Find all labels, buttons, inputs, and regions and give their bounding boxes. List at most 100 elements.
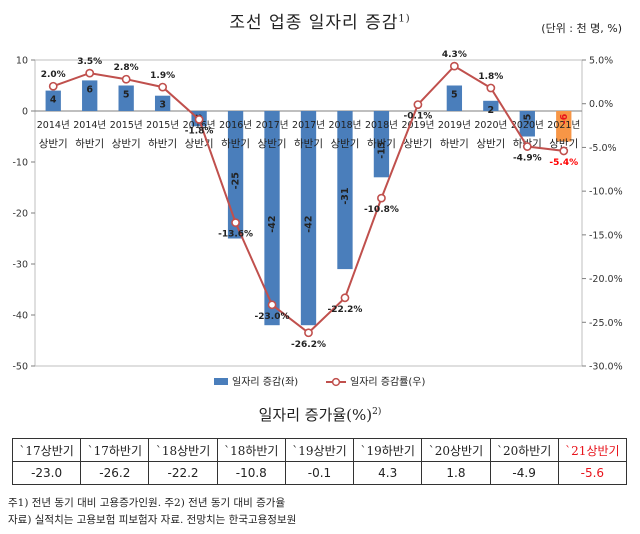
legend-label-line: 일자리 증감률(우) bbox=[350, 376, 425, 388]
bar-value-label: -42 bbox=[267, 216, 278, 233]
left-axis-tick-label: -50 bbox=[12, 362, 28, 373]
line-point bbox=[304, 328, 313, 338]
line-point bbox=[559, 146, 569, 156]
bar bbox=[264, 111, 280, 326]
line-point bbox=[449, 61, 459, 71]
category-label-half: 상반기 bbox=[39, 138, 68, 150]
bar-value-label: -42 bbox=[304, 216, 315, 233]
line-point bbox=[85, 68, 95, 78]
line-point bbox=[48, 81, 58, 91]
category-label-year: 2015년 bbox=[110, 120, 143, 131]
bar-value-label: 6 bbox=[86, 84, 93, 95]
line-point bbox=[522, 142, 532, 151]
table-value-row: -23.0 -26.2 -22.2 -10.8 -0.1 4.3 1.8 -4.… bbox=[11, 461, 628, 485]
footnotes: 주1) 전년 동기 대비 고용증가인원. 주2) 전년 동기 대비 증가율 자료… bbox=[8, 495, 296, 529]
left-axis-tick-label: 10 bbox=[16, 56, 28, 67]
footnote-line: 주1) 전년 동기 대비 고용증가인원. 주2) 전년 동기 대비 증가율 bbox=[8, 497, 286, 509]
category-label-year: 2014년 bbox=[37, 120, 70, 131]
category-label-year: 2015년 bbox=[146, 120, 179, 131]
category-label-half: 상반기 bbox=[549, 138, 578, 150]
line-value-label: -5.4% bbox=[549, 158, 578, 168]
right-axis-tick-label: 5.0% bbox=[589, 56, 613, 67]
table-value-cell: 1.8 bbox=[421, 461, 491, 485]
line-point bbox=[377, 193, 386, 203]
rate-table: `17상반기 `17하반기 `18상반기 `18하반기 `19상반기 `19하반… bbox=[11, 438, 628, 485]
combo-chart: 10 0 -10 -20 -30 -40 -50 5.0% 0.0% -5.0% -10.0% -15… bbox=[12, 50, 623, 388]
line-point bbox=[194, 115, 204, 124]
line-value-label: -10.8% bbox=[364, 205, 399, 215]
category-label-half: 상반기 bbox=[476, 138, 505, 150]
right-axis-tick-label: -15.0% bbox=[589, 230, 623, 241]
left-axis-tick-label: -10 bbox=[12, 158, 28, 169]
bar bbox=[556, 111, 572, 142]
legend-swatch-bar bbox=[214, 378, 228, 385]
line-value-label: -13.6% bbox=[218, 230, 253, 240]
table-value-cell: -10.8 bbox=[216, 461, 286, 485]
left-axis-tick-label: -30 bbox=[12, 260, 28, 271]
legend-label-bar: 일자리 증감(좌) bbox=[232, 376, 298, 388]
table-header-cell: `20상반기 bbox=[421, 438, 491, 462]
category-label-half: 하반기 bbox=[440, 137, 469, 150]
category-label-year: 2020년 bbox=[474, 120, 507, 131]
bar-value-label: 2 bbox=[488, 105, 495, 116]
category-label-half: 하반기 bbox=[148, 137, 177, 150]
left-axis-tick-label: -20 bbox=[12, 209, 28, 220]
line-value-label: -22.2% bbox=[327, 305, 362, 315]
line-point bbox=[267, 300, 277, 310]
category-label-half: 하반기 bbox=[221, 137, 250, 150]
bar-value-label: -5 bbox=[522, 114, 533, 125]
category-label-year: 2019년 bbox=[401, 120, 434, 131]
line-value-label: 2.0% bbox=[41, 70, 66, 80]
line-value-label: -23.0% bbox=[255, 312, 290, 322]
table-title: 일자리 증가율(%)2) bbox=[258, 406, 382, 424]
line-value-label: 4.3% bbox=[442, 50, 467, 60]
category-label-year: 2019년 bbox=[438, 120, 471, 131]
category-label-half: 하반기 bbox=[294, 137, 323, 150]
category-label-half: 상반기 bbox=[403, 138, 432, 150]
table-header-cell: `17상반기 bbox=[11, 438, 82, 462]
right-axis-tick-label: -20.0% bbox=[589, 274, 623, 285]
line-point bbox=[121, 74, 131, 84]
table-value-cell: -23.0 bbox=[11, 461, 82, 485]
table-header-cell: `18상반기 bbox=[148, 438, 218, 462]
category-label-half: 상반기 bbox=[258, 138, 287, 150]
unit-label: (단위 : 천 명, %) bbox=[541, 22, 622, 35]
bar-value-label: 5 bbox=[451, 90, 458, 101]
line-value-label: 2.8% bbox=[114, 63, 139, 73]
bar bbox=[483, 100, 499, 111]
table-value-cell: -4.9 bbox=[489, 461, 559, 485]
bar-value-label: -25 bbox=[231, 172, 242, 189]
bar-value-label: -31 bbox=[340, 187, 351, 204]
table-header-cell: `19상반기 bbox=[284, 438, 355, 462]
category-label-half: 하반기 bbox=[75, 137, 104, 150]
left-axis-tick-label: 0 bbox=[22, 107, 28, 118]
category-label-year: 2020년 bbox=[511, 120, 544, 131]
bar bbox=[227, 111, 244, 239]
category-label-half: 하반기 bbox=[367, 137, 396, 150]
bar bbox=[337, 111, 353, 270]
bar-value-label: -13 bbox=[376, 142, 387, 159]
right-axis-tick-label: -30.0% bbox=[589, 362, 623, 373]
category-label-half: 상반기 bbox=[330, 138, 359, 150]
bar-value-label: -6 bbox=[559, 113, 570, 124]
bar-value-label: 4 bbox=[50, 95, 57, 106]
table-value-cell: -26.2 bbox=[80, 461, 150, 485]
table-header-row: `17상반기 `17하반기 `18상반기 `18하반기 `19상반기 `19하반… bbox=[11, 438, 628, 462]
category-label-year: 2016년 bbox=[219, 120, 252, 131]
line-point bbox=[340, 293, 350, 303]
category-label-half: 상반기 bbox=[112, 138, 141, 150]
line-point bbox=[158, 82, 168, 92]
category-label-year: 2018년 bbox=[329, 120, 362, 131]
bar bbox=[82, 80, 98, 111]
line-value-label: 3.5% bbox=[77, 57, 102, 67]
bar bbox=[519, 111, 535, 137]
table-header-cell: `17하반기 bbox=[80, 438, 150, 462]
table-header-cell-highlight: `21상반기 bbox=[557, 438, 628, 462]
bar-value-label: 3 bbox=[159, 100, 166, 111]
line-point bbox=[486, 83, 496, 93]
table-value-cell: 4.3 bbox=[353, 461, 423, 485]
table-value-cell-highlight: -5.6 bbox=[557, 461, 628, 485]
line-value-label: -26.2% bbox=[291, 340, 326, 350]
category-label-year: 2016년 bbox=[183, 120, 216, 131]
line-value-label: -1.8% bbox=[185, 126, 214, 136]
